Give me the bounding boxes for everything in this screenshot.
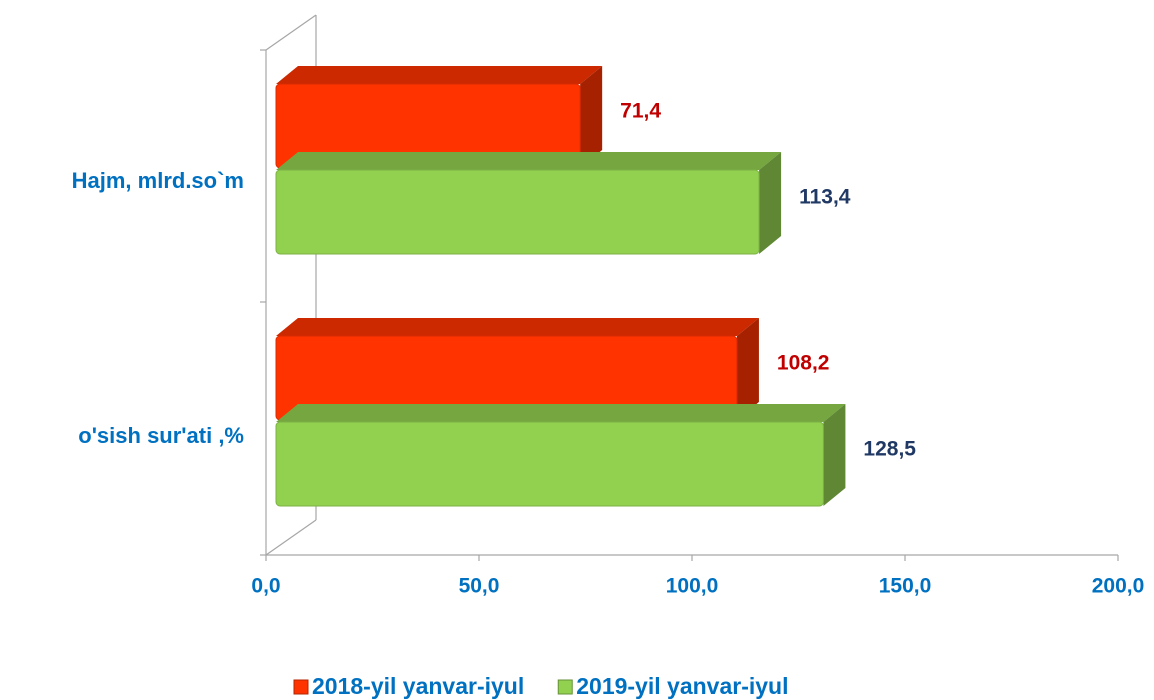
- legend-swatch: [293, 679, 309, 695]
- value-label: 71,4: [620, 100, 661, 123]
- value-label: 108,2: [777, 352, 830, 375]
- bar-top: [276, 404, 846, 422]
- value-label: 113,4: [799, 186, 851, 209]
- bar: [275, 421, 824, 507]
- x-tick-label: 100,0: [666, 575, 719, 598]
- legend-label: 2019-yil yanvar-iyul: [576, 673, 788, 699]
- bar: [275, 169, 760, 255]
- category-label: o'sish sur'ati ,%: [78, 423, 244, 448]
- bar-side: [823, 404, 846, 506]
- bar-top: [276, 318, 759, 336]
- legend-label: 2018-yil yanvar-iyul: [312, 673, 524, 699]
- bar-top: [276, 66, 603, 84]
- x-tick-label: 50,0: [459, 575, 500, 598]
- category-label: Hajm, mlrd.so`m: [72, 168, 244, 193]
- bar-side: [759, 152, 782, 254]
- legend-swatch: [557, 679, 573, 695]
- x-tick-label: 0,0: [251, 575, 280, 598]
- bar-side: [580, 66, 603, 168]
- bar-side: [736, 318, 759, 420]
- x-tick-label: 150,0: [879, 575, 932, 598]
- value-label: 128,5: [863, 438, 916, 461]
- bar-top: [276, 152, 782, 170]
- x-tick-label: 200,0: [1092, 575, 1145, 598]
